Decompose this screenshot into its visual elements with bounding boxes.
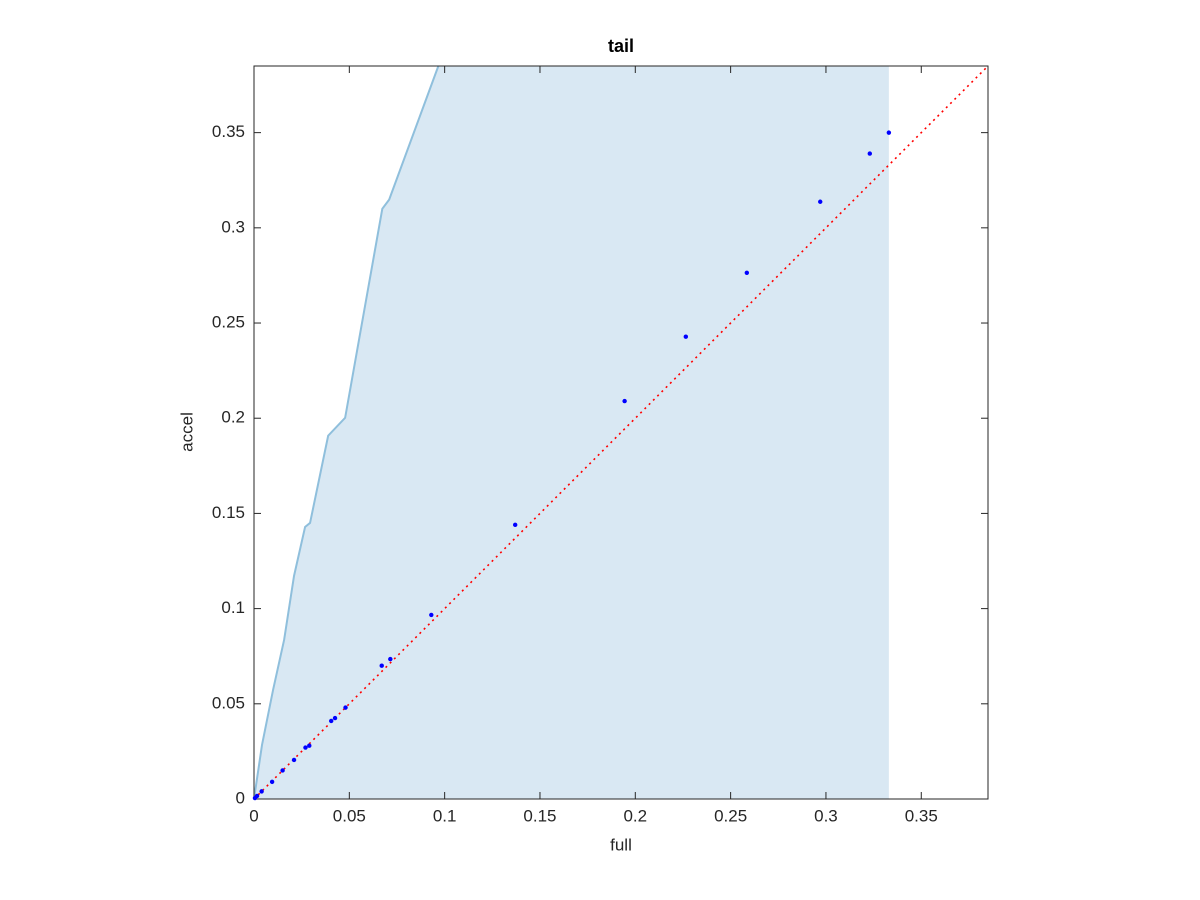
- point: [683, 334, 689, 339]
- point: [332, 715, 338, 721]
- x-tick-label: 0.35: [905, 806, 938, 825]
- point: [379, 663, 384, 668]
- x-tick-label: 0: [249, 806, 258, 825]
- point: [259, 789, 264, 794]
- reference-line: [253, 65, 989, 800]
- x-tick-label: 0.3: [814, 806, 838, 825]
- point: [269, 779, 275, 785]
- point: [254, 793, 260, 799]
- point: [622, 398, 627, 404]
- point: [307, 743, 312, 748]
- point: [429, 612, 434, 618]
- y-tick-label: 0.05: [212, 693, 245, 712]
- x-tick-label: 0.1: [433, 806, 457, 825]
- point: [291, 757, 297, 763]
- y-tick-label: 0: [236, 788, 245, 807]
- region-edge: [253, 65, 440, 800]
- y-tick-label: 0.35: [212, 122, 245, 141]
- point: [343, 705, 348, 710]
- point: [886, 130, 892, 135]
- x-axis-label: full: [610, 835, 632, 854]
- y-tick-label: 0.25: [212, 313, 245, 332]
- axes-box: [253, 65, 989, 800]
- y-tick-label: 0.1: [221, 598, 245, 617]
- x-tick-label: 0.2: [623, 806, 647, 825]
- y-tick-label: 0.2: [221, 408, 245, 427]
- x-tick-label: 0.15: [523, 806, 556, 825]
- x-tick-label: 0.05: [333, 806, 366, 825]
- y-tick-label: 0.15: [212, 503, 245, 522]
- y-axis-label: accel: [177, 412, 196, 452]
- y-tick-label: 0.3: [221, 217, 245, 236]
- shaded-region: [254, 66, 889, 799]
- point: [512, 522, 518, 528]
- chart-title: tail: [608, 36, 634, 56]
- point: [818, 199, 823, 204]
- point: [744, 270, 750, 275]
- point: [329, 718, 334, 724]
- point: [867, 151, 872, 156]
- point: [280, 768, 285, 773]
- x-tick-label: 0.25: [714, 806, 747, 825]
- point: [388, 656, 393, 662]
- point: [303, 745, 308, 750]
